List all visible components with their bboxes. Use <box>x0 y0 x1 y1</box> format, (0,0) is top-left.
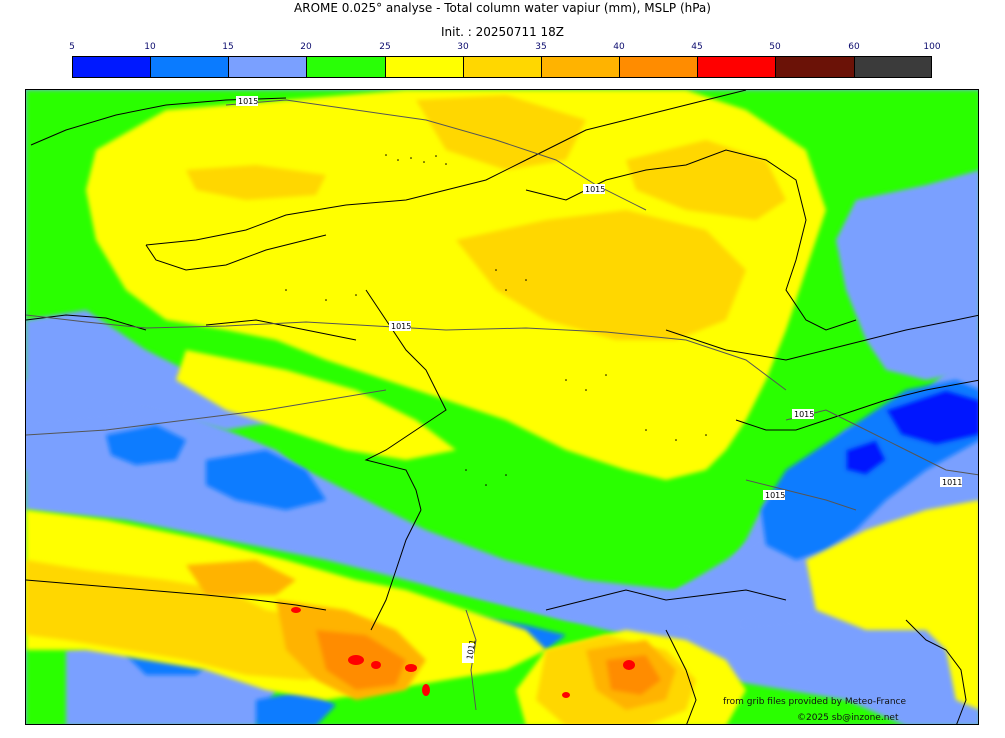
colorbar-legend: 5 10 15 20 25 30 35 40 45 50 60 100 <box>69 42 941 80</box>
colorbar-tick: 15 <box>222 42 234 52</box>
isobar-label: 1011 <box>942 478 962 487</box>
colorbar-tick: 35 <box>535 42 547 52</box>
colorbar-swatch <box>541 56 620 78</box>
colorbar-swatch <box>619 56 698 78</box>
colorbar-tick: 50 <box>769 42 781 52</box>
isobar-label: 1015 <box>765 491 785 500</box>
colorbar-swatch <box>72 56 151 78</box>
source-credit: from grib files provided by Meteo-France <box>723 697 907 707</box>
colorbar-swatch <box>775 56 855 78</box>
isobar-label: 1011 <box>465 639 477 661</box>
colorbar-tick: 25 <box>379 42 391 52</box>
weather-map[interactable]: 1015 1015 1015 1015 1015 1011 1011 from … <box>25 89 979 725</box>
colorbar-tick: 60 <box>848 42 860 52</box>
copyright-credit: ©2025 sb@inzone.net <box>797 713 899 723</box>
colorbar-tick: 30 <box>457 42 469 52</box>
colorbar-swatch <box>228 56 307 78</box>
isobar-label: 1015 <box>391 322 411 331</box>
colorbar-tick: 10 <box>144 42 156 52</box>
colorbar-swatch <box>463 56 542 78</box>
colorbar-tick: 20 <box>300 42 312 52</box>
isobar-label: 1015 <box>585 185 605 194</box>
colorbar-swatch <box>385 56 464 78</box>
colorbar-swatch <box>150 56 229 78</box>
colorbar-tick: 100 <box>923 42 941 52</box>
map-title: AROME 0.025° analyse - Total column wate… <box>294 1 711 15</box>
colorbar-tick: 5 <box>69 42 75 52</box>
colorbar-swatch <box>697 56 776 78</box>
colorbar-swatch <box>854 56 932 78</box>
colorbar-tick: 40 <box>613 42 625 52</box>
init-time: Init. : 20250711 18Z <box>440 25 565 39</box>
isobar-label: 1015 <box>238 97 258 106</box>
isobar-label: 1015 <box>794 410 814 419</box>
water-vapour-field: 1015 1015 1015 1015 1015 1011 1011 <box>26 90 978 724</box>
colorbar-tick: 45 <box>691 42 703 52</box>
colorbar-swatch <box>306 56 386 78</box>
